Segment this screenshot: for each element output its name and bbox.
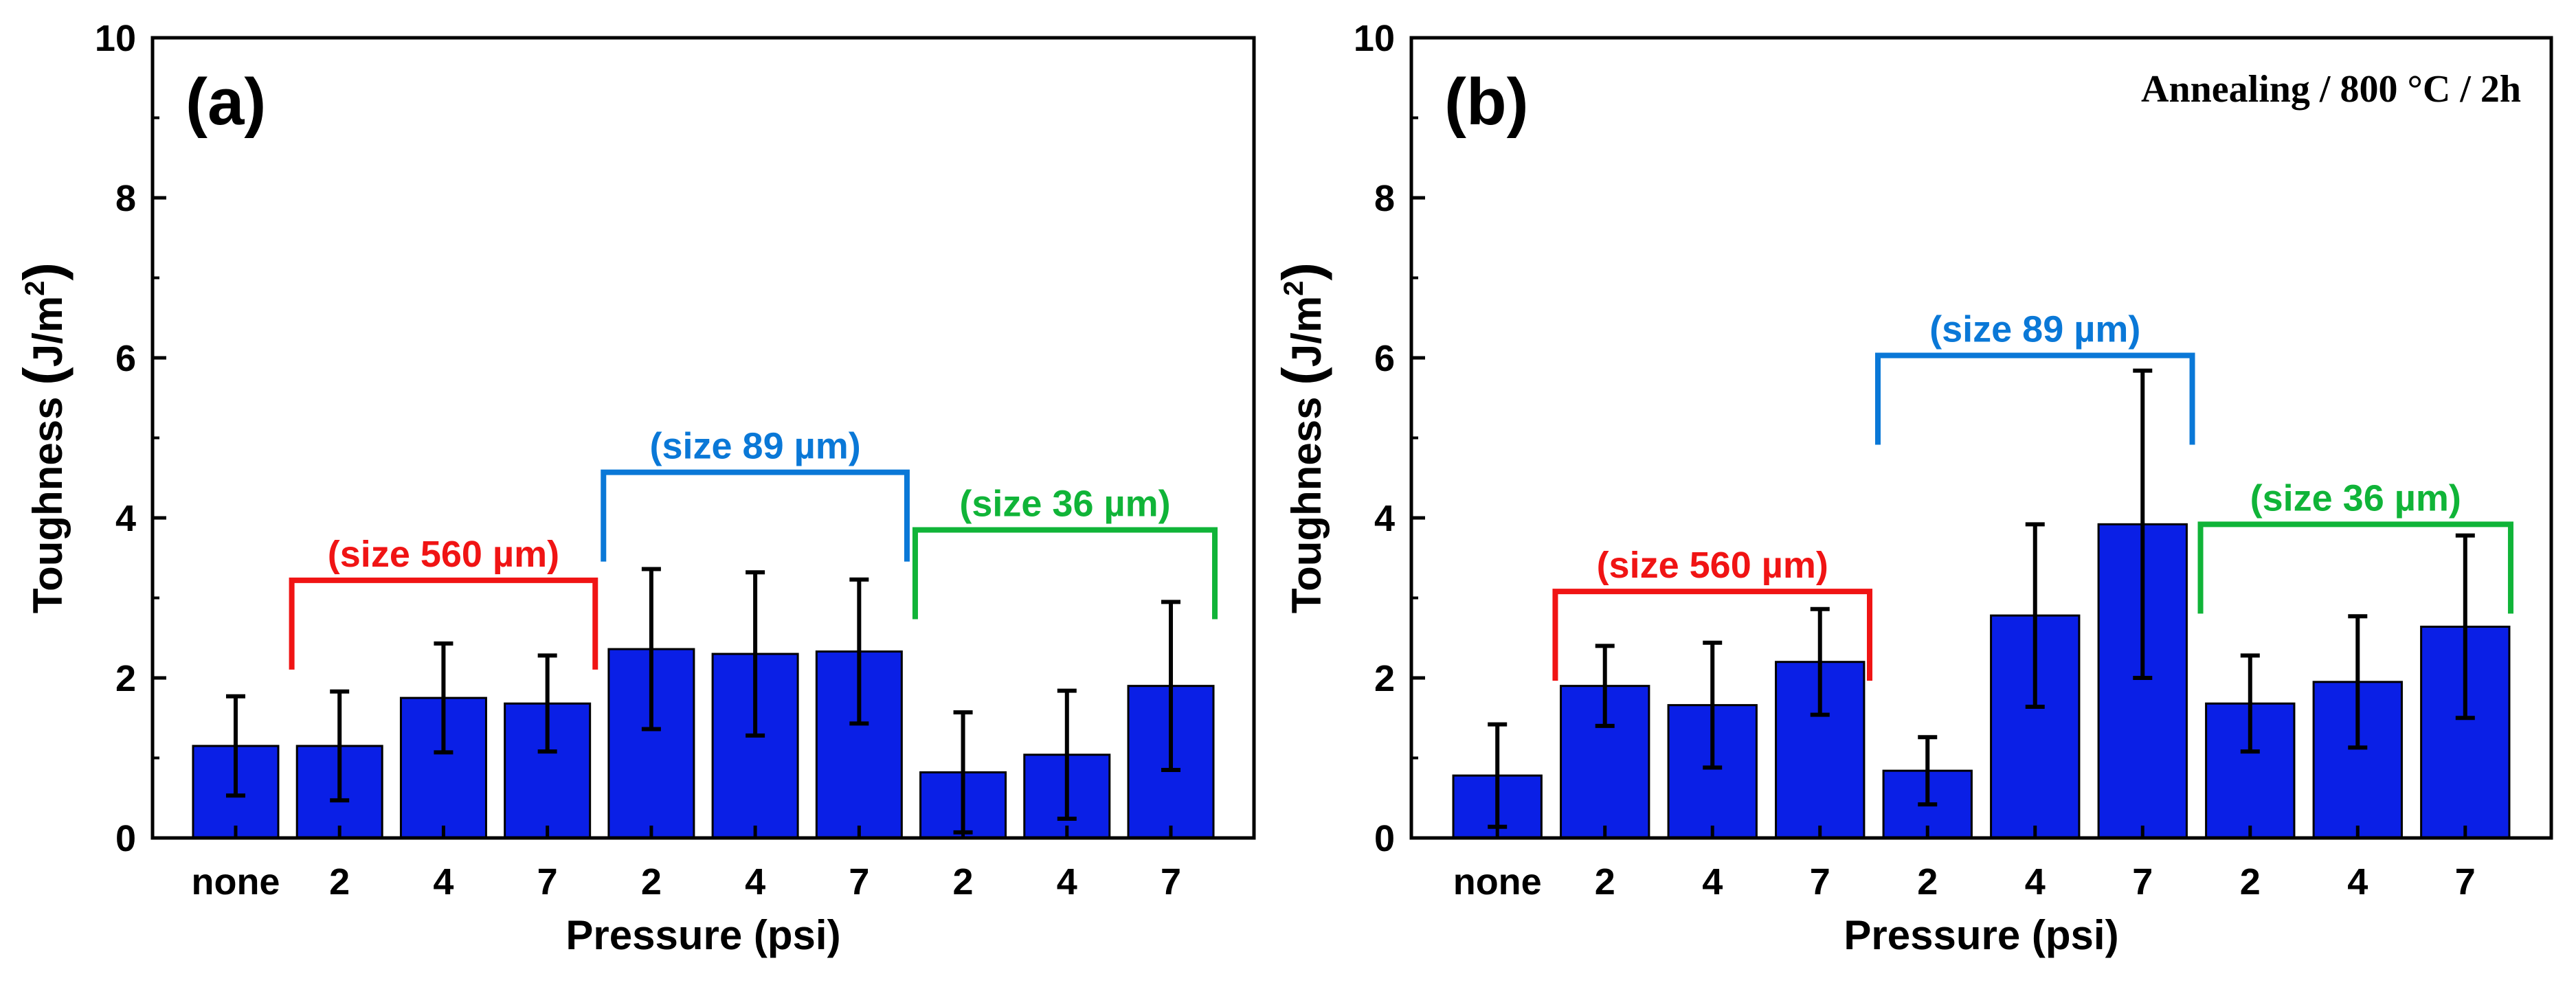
- x-tick-label-2: 4: [1702, 861, 1723, 903]
- x-tick-label-7: 2: [2240, 861, 2261, 903]
- x-tick-label-4: 2: [641, 861, 662, 903]
- y-axis-title-paren-close: ): [12, 262, 74, 281]
- group-label-1: (size 89 µm): [649, 426, 860, 467]
- y-tick-label-1: 2: [115, 658, 136, 699]
- group-label-2: (size 36 µm): [959, 483, 1170, 524]
- x-tick-label-6: 7: [2132, 861, 2153, 903]
- x-axis-title: Pressure (psi): [565, 912, 840, 958]
- x-tick-label-5: 4: [2025, 861, 2046, 903]
- y-tick-label-4: 8: [115, 178, 136, 219]
- x-tick-label-0: none: [191, 861, 280, 903]
- y-tick-label-0: 0: [115, 818, 136, 859]
- y-axis-title-unit: J/m: [1284, 296, 1330, 367]
- panel-label: (b): [1444, 65, 1529, 139]
- y-axis-title-paren-open: (: [12, 367, 74, 385]
- group-label-2: (size 36 µm): [2250, 477, 2461, 519]
- x-tick-label-2: 4: [433, 861, 453, 903]
- x-tick-label-1: 2: [1595, 861, 1615, 903]
- group-bracket-1: [603, 473, 907, 562]
- x-tick-label-9: 7: [2455, 861, 2476, 903]
- x-tick-label-3: 7: [537, 861, 558, 903]
- y-tick-label-0: 0: [1374, 818, 1395, 859]
- x-tick-label-8: 4: [2347, 861, 2368, 903]
- y-axis-title: Toughness (J/m2): [1271, 262, 1332, 613]
- x-tick-label-6: 7: [849, 861, 869, 903]
- y-tick-label-5: 10: [1354, 18, 1395, 59]
- y-tick-label-3: 6: [115, 338, 136, 379]
- group-label-0: (size 560 µm): [328, 534, 559, 575]
- y-tick-label-5: 10: [95, 18, 136, 59]
- y-tick-label-3: 6: [1374, 338, 1395, 379]
- x-tick-label-1: 2: [329, 861, 350, 903]
- y-axis-title-main: Toughness: [1284, 385, 1330, 613]
- x-tick-label-4: 2: [1917, 861, 1938, 903]
- chart-panel-b: 0 2 4 6 8 10 none 2 4 7 2 4 7 2 4 7 Pressure (psi) Toughn…: [1271, 0, 2551, 958]
- figure: 0246810none 2 4 7 2 4 7 2 4 7Pressure (psi)Toughn…: [0, 0, 2576, 987]
- y-axis-title-paren-open: (: [1271, 367, 1332, 385]
- y-axis-title-unit: J/m: [25, 296, 71, 367]
- x-tick-label-7: 2: [953, 861, 974, 903]
- group-label-0: (size 560 µm): [1597, 545, 1828, 586]
- annotation-text: Annealing / 800 °C / 2h: [2141, 68, 2521, 111]
- panel-label: (a): [186, 65, 266, 139]
- x-tick-label-9: 7: [1161, 861, 1181, 903]
- y-tick-label-4: 8: [1374, 178, 1395, 219]
- y-axis-title-superscript: 2: [1279, 281, 1309, 296]
- y-axis-title: Toughness (J/m2): [12, 262, 74, 613]
- y-axis-title-paren-close: ): [1271, 262, 1332, 281]
- y-axis-title-superscript: 2: [20, 281, 50, 296]
- y-tick-label-2: 4: [1374, 498, 1395, 539]
- y-tick-label-2: 4: [115, 498, 136, 539]
- x-tick-label-3: 7: [1810, 861, 1830, 903]
- x-axis-title: Pressure (psi): [1844, 912, 2118, 958]
- x-tick-label-8: 4: [1057, 861, 1077, 903]
- group-label-1: (size 89 µm): [1929, 309, 2140, 350]
- y-axis-title-main: Toughness: [25, 385, 71, 613]
- y-tick-label-1: 2: [1374, 658, 1395, 699]
- x-tick-label-0: none: [1453, 861, 1542, 903]
- x-tick-label-5: 4: [745, 861, 765, 903]
